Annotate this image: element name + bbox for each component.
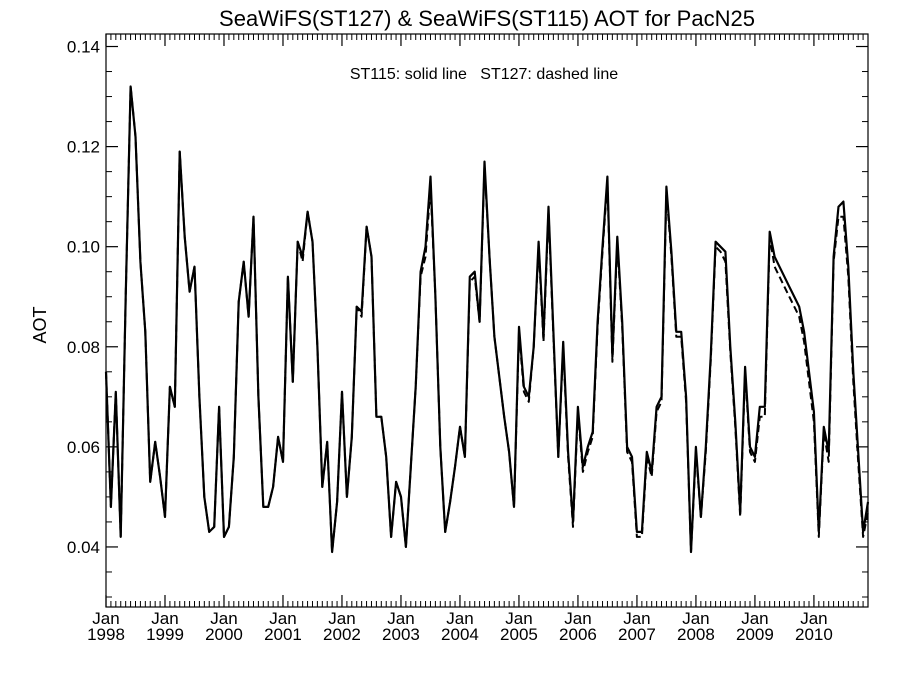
x-tick-month-label: Jan: [446, 609, 473, 628]
line-style-annotation: ST115: solid line ST127: dashed line: [350, 66, 618, 83]
x-tick-year-label: 1998: [87, 625, 125, 644]
x-tick-year-label: 2007: [618, 625, 656, 644]
x-tick-year-label: 2006: [559, 625, 597, 644]
series-line-solid: [104, 85, 870, 554]
x-tick-year-label: 2004: [441, 625, 479, 644]
x-tick-year-label: 2009: [736, 625, 774, 644]
x-tick-month-label: Jan: [210, 609, 237, 628]
x-tick-month-label: Jan: [328, 609, 355, 628]
x-axis-ticks: Jan1998Jan1999Jan2000Jan2001Jan2002Jan20…: [87, 34, 869, 644]
plot-frame: [105, 33, 869, 608]
x-tick-month-label: Jan: [92, 609, 119, 628]
x-tick-month-label: Jan: [800, 609, 827, 628]
x-tick-year-label: 2000: [205, 625, 243, 644]
x-tick-month-label: Jan: [682, 609, 709, 628]
y-tick-label: 0.06: [67, 438, 100, 457]
x-tick-month-label: Jan: [623, 609, 650, 628]
x-tick-month-label: Jan: [505, 609, 532, 628]
x-tick-month-label: Jan: [741, 609, 768, 628]
x-tick-month-label: Jan: [269, 609, 296, 628]
y-tick-label: 0.08: [67, 338, 100, 357]
y-axis-ticks: 0.04 0.06 0.08 0.10 0.12 0.14: [67, 38, 868, 598]
x-tick-year-label: 2003: [382, 625, 420, 644]
x-tick-year-label: 2005: [500, 625, 538, 644]
chart-title: SeaWiFS(ST127) & SeaWiFS(ST115) AOT for …: [219, 6, 755, 31]
y-tick-label: 0.12: [67, 138, 100, 157]
x-tick-month-label: Jan: [564, 609, 591, 628]
y-tick-label: 0.14: [67, 38, 100, 57]
x-tick-year-label: 2001: [264, 625, 302, 644]
x-tick-year-label: 2010: [795, 625, 833, 644]
y-tick-label: 0.10: [67, 238, 100, 257]
x-tick-year-label: 1999: [146, 625, 184, 644]
x-tick-year-label: 2002: [323, 625, 361, 644]
x-tick-month-label: Jan: [151, 609, 178, 628]
x-tick-year-label: 2008: [677, 625, 715, 644]
y-tick-label: 0.04: [67, 538, 100, 557]
x-tick-month-label: Jan: [387, 609, 414, 628]
y-axis-label: AOT: [30, 306, 50, 343]
series-layer: [104, 85, 870, 554]
series-line-dashed: [105, 85, 869, 553]
